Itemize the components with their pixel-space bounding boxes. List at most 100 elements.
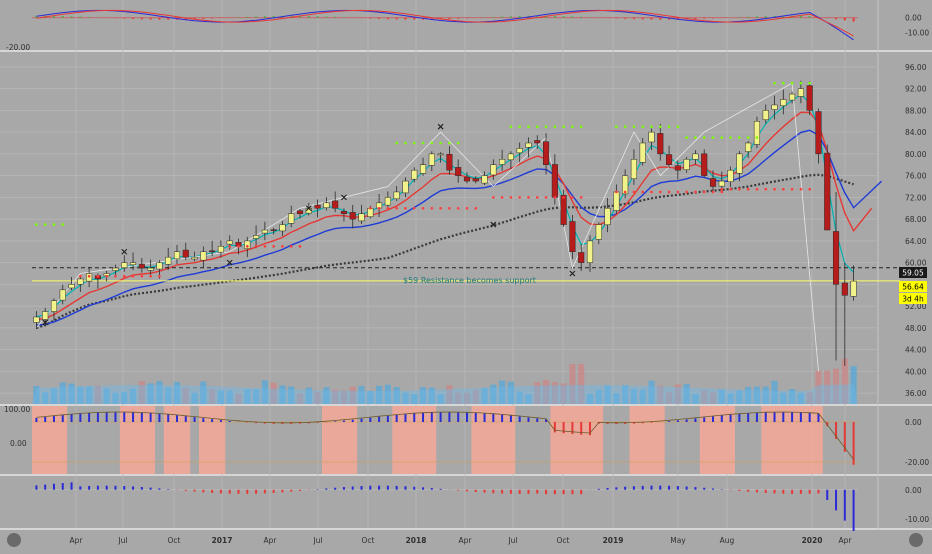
candle-body bbox=[262, 230, 268, 233]
price-tick-label: 36.00 bbox=[905, 389, 927, 398]
candle-body bbox=[596, 225, 602, 240]
bottom-osc-bar bbox=[440, 489, 442, 490]
settings-circle-right[interactable] bbox=[909, 533, 923, 547]
support-dot bbox=[527, 125, 530, 128]
top-osc-histogram-bar bbox=[624, 18, 626, 19]
resistance-dot bbox=[149, 275, 152, 278]
mid-osc-bar bbox=[510, 416, 512, 422]
top-osc-histogram-bar bbox=[642, 18, 644, 20]
support-dot bbox=[633, 125, 636, 128]
support-dot bbox=[712, 136, 715, 139]
top-osc-histogram-bar bbox=[158, 18, 160, 20]
bottom-osc-bar bbox=[800, 490, 802, 494]
bottom-osc-bar bbox=[694, 487, 696, 490]
candle-body bbox=[737, 154, 743, 173]
mid-osc-bar bbox=[71, 414, 73, 422]
mid-osc-bar bbox=[413, 413, 415, 422]
price-tick-label: 44.00 bbox=[905, 346, 927, 355]
mid-osc-bar bbox=[53, 416, 55, 422]
resistance-dot bbox=[123, 275, 126, 278]
candle-body bbox=[359, 214, 365, 221]
resistance-dot bbox=[580, 196, 583, 199]
candle-body bbox=[508, 154, 514, 160]
bottom-osc-bar bbox=[35, 485, 37, 489]
top-osc-histogram-bar bbox=[413, 18, 415, 20]
mid-osc-bar bbox=[809, 413, 811, 422]
candle-body bbox=[420, 165, 426, 174]
mid-osc-band bbox=[322, 406, 357, 474]
bottom-osc-bar bbox=[141, 487, 143, 490]
candle-body bbox=[34, 317, 40, 322]
bottom-osc-bar bbox=[413, 487, 415, 490]
top-osc-histogram-bar bbox=[62, 16, 64, 18]
resistance-dot bbox=[404, 207, 407, 210]
price-tick-label: 60.00 bbox=[905, 259, 927, 268]
x-tick-label: May bbox=[670, 536, 686, 545]
price-tick-label: 92.00 bbox=[905, 85, 927, 94]
mid-osc-bar bbox=[791, 412, 793, 422]
mid-osc-bar bbox=[220, 420, 222, 422]
candle-body bbox=[754, 121, 760, 144]
top-osc-histogram-bar bbox=[765, 16, 767, 18]
top-osc-histogram-bar bbox=[141, 18, 143, 20]
mid-osc-bar bbox=[62, 415, 64, 422]
mid-osc-bar bbox=[361, 419, 363, 422]
top-osc-histogram-bar bbox=[88, 17, 90, 18]
settings-circle-left[interactable] bbox=[7, 533, 21, 547]
bottom-osc-bar bbox=[624, 487, 626, 490]
candle-body bbox=[288, 214, 294, 224]
mid-osc-band bbox=[199, 406, 225, 474]
resistance-dot bbox=[228, 245, 231, 248]
last-price-badge: 56.64 bbox=[902, 283, 924, 292]
bottom-osc-bar bbox=[396, 486, 398, 490]
mid-osc-bar bbox=[422, 413, 424, 422]
bottom-osc-bar bbox=[527, 490, 529, 494]
top-osc-histogram-bar bbox=[738, 17, 740, 18]
resistance-dot bbox=[378, 207, 381, 210]
support-dot bbox=[641, 125, 644, 128]
bottom-osc-bar bbox=[369, 486, 371, 490]
candle-body bbox=[473, 179, 479, 181]
bottom-osc-bar bbox=[598, 489, 600, 490]
resistance-dot bbox=[88, 275, 91, 278]
top-osc-histogram-bar bbox=[554, 16, 556, 18]
bottom-osc-bar bbox=[782, 490, 784, 494]
resistance-dot bbox=[237, 245, 240, 248]
resistance-dot bbox=[527, 196, 530, 199]
price-tick-label: 68.00 bbox=[905, 215, 927, 224]
pivot-x-marker bbox=[570, 271, 575, 276]
resistance-dot bbox=[492, 196, 495, 199]
candle-body bbox=[491, 165, 497, 175]
mid-osc-bar bbox=[668, 421, 670, 422]
candle-body bbox=[710, 178, 716, 186]
support-dot bbox=[536, 125, 539, 128]
mid-osc-bar bbox=[756, 413, 758, 422]
bottom-osc-bar bbox=[817, 490, 819, 494]
mid-osc-bar bbox=[378, 417, 380, 422]
bottom-osc-bar bbox=[114, 486, 116, 490]
top-osc-histogram-bar bbox=[448, 18, 450, 19]
candle-body bbox=[763, 110, 769, 119]
bottom-osc-bar bbox=[299, 490, 301, 491]
bottom-osc-bar bbox=[352, 486, 354, 489]
candle-body bbox=[666, 155, 672, 165]
bottom-osc-bar bbox=[255, 490, 257, 494]
top-osc-histogram-bar bbox=[501, 17, 503, 18]
support-dot bbox=[650, 125, 653, 128]
top-osc-signal-line bbox=[36, 10, 853, 36]
mid-osc-bar bbox=[132, 412, 134, 422]
bottom-osc-tick-label: -10.00 bbox=[905, 515, 929, 524]
resistance-dot bbox=[808, 188, 811, 191]
support-dot bbox=[413, 142, 416, 145]
top-osc-histogram-bar bbox=[633, 18, 635, 19]
mid-osc-bar bbox=[97, 412, 99, 422]
candle-body bbox=[51, 301, 57, 312]
support-dot bbox=[431, 142, 434, 145]
resistance-dot bbox=[395, 207, 398, 210]
resistance-dot bbox=[387, 207, 390, 210]
candle-body bbox=[60, 290, 66, 300]
resistance-dot bbox=[571, 196, 574, 199]
mid-osc-bar bbox=[369, 418, 371, 422]
bottom-osc-bar bbox=[44, 485, 46, 490]
